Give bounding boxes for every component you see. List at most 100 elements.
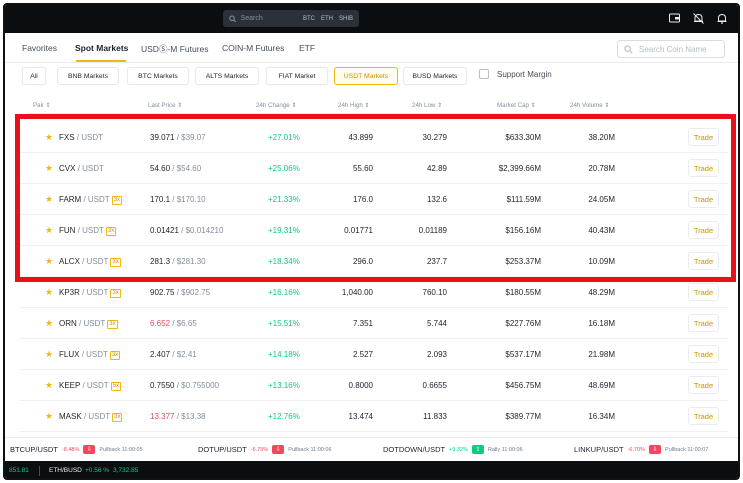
trade-button[interactable]: Trade [688,407,719,425]
trade-button[interactable]: Trade [688,345,719,363]
status-pair[interactable]: ETH/BUSD [49,467,82,474]
trade-button[interactable]: Trade [688,128,719,146]
search-tag-btc[interactable]: BTC [302,15,315,22]
favorite-star-icon[interactable]: ★ [45,349,54,359]
col-24h-low[interactable]: 24h Low ⇕ [412,102,443,109]
last-price: 54.60 [150,164,171,173]
last-price: 39.071 [150,133,175,142]
favorite-star-icon[interactable]: ★ [45,256,54,266]
filter-usdt-markets[interactable]: USDT Markets [334,67,398,85]
col-24h-high[interactable]: 24h High ⇕ [338,102,370,109]
app-window: Search BTC ETH SHIB Favorites Spot Marke… [3,3,740,480]
ticker-change: -6.70% [627,446,646,453]
pair-cell: MASK / USDT 3x [59,412,123,422]
tab-etf[interactable]: ETF [299,43,316,53]
volume-cell: 16.34M [588,412,615,421]
table-row[interactable]: ★ KP3R / USDT 3x 902.75 / $902.75 +16.16% 1,0… [19,277,728,308]
ticker-item[interactable]: DOTDOWN/USDT +9.32% ⇧ Rally 11:00:06 [383,445,523,454]
table-row[interactable]: ★ FUN / USDT 3x 0.01421 / $0.014210 +19.31% 0… [19,215,728,246]
status-divider [39,466,40,476]
pair-quote: / USDT [76,133,104,142]
filter-busd-markets[interactable]: BUSD Markets [403,67,467,85]
status-bar: 851.81 ETH/BUSD +0.56 % 3,732.85 [5,461,738,478]
wallet-icon[interactable] [668,12,680,24]
trade-button[interactable]: Trade [688,159,719,177]
table-row[interactable]: ★ ORN / USDT 3x 6.652 / $6.65 +15.51% 7.351 5.… [19,308,728,339]
coin-search-input[interactable]: Search Coin Name [617,40,725,58]
search-tag-eth[interactable]: ETH [320,15,333,22]
table-row[interactable]: ★ FXS / USDT 39.071 / $39.07 +27.01% 43.899 3… [19,122,728,153]
tab-favorites[interactable]: Favorites [22,43,57,53]
col-24h-change[interactable]: 24h Change ⇕ [256,102,297,109]
last-price: 2.407 [150,350,171,359]
high-cell: 0.01771 [344,226,373,235]
table-row[interactable]: ★ CVX / USDT 54.60 / $54.60 +25.06% 55.60 42.… [19,153,728,184]
tab-spot-markets[interactable]: Spot Markets [75,43,129,53]
notification-icon[interactable] [716,12,728,24]
favorite-star-icon[interactable]: ★ [45,318,54,328]
col-market-cap[interactable]: Market Cap ⇕ [497,102,536,109]
favorite-star-icon[interactable]: ★ [45,163,54,173]
ticker-item[interactable]: DOTUP/USDT -6.75% ⇩ Pullback 11:00:06 [198,445,332,454]
trade-button[interactable]: Trade [688,376,719,394]
low-cell: 30.279 [422,133,447,142]
status-last-price: 3,732.85 [113,467,139,474]
favorite-star-icon[interactable]: ★ [45,411,54,421]
col-pair[interactable]: Pair ⇕ [33,102,51,109]
pair-cell: KP3R / USDT 3x [59,288,121,298]
last-price: 170.1 [150,195,171,204]
support-margin-checkbox[interactable] [479,69,489,79]
table-row[interactable]: ★ KEEP / USDT 5x 0.7550 / $0.755000 +13.16% 0… [19,370,728,401]
ticker-note: Pullback 11:00:06 [288,446,332,453]
table-row[interactable]: ★ FLUX / USDT 3x 2.407 / $2.41 +14.18% 2.527 2… [19,339,728,370]
filter-fiat-market[interactable]: FIAT Market [266,67,328,85]
favorite-star-icon[interactable]: ★ [45,380,54,390]
global-search-placeholder: Search [240,15,263,22]
tab-usdm-futures[interactable]: USDⓈ-M Futures [141,44,209,54]
table-row[interactable]: ★ FARM / USDT 3x 170.1 / $170.10 +21.33% 176.… [19,184,728,215]
col-24h-volume[interactable]: 24h Volume ⇕ [570,102,610,109]
trade-button[interactable]: Trade [688,283,719,301]
table-row[interactable]: ★ MASK / USDT 3x 13.377 / $13.38 +12.76% 13.4… [19,401,728,432]
last-price-cell: 170.1 / $170.10 [150,195,206,204]
favorite-star-icon[interactable]: ★ [45,287,54,297]
trade-button[interactable]: Trade [688,314,719,332]
tab-coinm-futures[interactable]: COIN-M Futures [222,43,285,53]
trade-button[interactable]: Trade [688,252,719,270]
pair-base: FUN [59,226,76,235]
last-price-usd: / $902.75 [176,288,211,297]
table-row[interactable]: ★ ALCX / USDT 3x 281.3 / $281.30 +18.34% 296.… [19,246,728,277]
global-search-box[interactable]: Search BTC ETH SHIB [223,10,359,27]
last-price-cell: 39.071 / $39.07 [150,133,206,142]
active-tab-indicator [76,60,126,62]
last-price: 0.7550 [150,381,175,390]
ticker-pair: LINKUP/USDT [574,445,624,454]
ticker-pair: DOTDOWN/USDT [383,445,446,454]
col-last-price[interactable]: Last Price ⇕ [148,102,183,109]
filter-alts-markets[interactable]: ALTS Markets [195,67,259,85]
filter-all[interactable]: All [22,67,46,85]
last-price-usd: / $6.65 [172,319,197,328]
high-cell: 2.527 [352,350,373,359]
support-margin-toggle[interactable]: Support Margin [479,69,552,79]
ticker-item[interactable]: BTCUP/USDT -8.48% ⇩ Pullback 11:00:05 [10,445,143,454]
ticker-item[interactable]: LINKUP/USDT -6.70% ⇩ Pullback 11:00:07 [574,445,708,454]
last-price-cell: 0.7550 / $0.755000 [150,381,219,390]
search-tag-shib[interactable]: SHIB [338,15,353,22]
trade-button[interactable]: Trade [688,221,719,239]
favorite-star-icon[interactable]: ★ [45,132,54,142]
volume-cell: 16.18M [588,319,615,328]
favorite-star-icon[interactable]: ★ [45,225,54,235]
market-filter-bar: All BNB Markets BTC Markets ALTS Markets… [5,67,738,87]
filter-bnb-markets[interactable]: BNB Markets [57,67,119,85]
filter-btc-markets[interactable]: BTC Markets [127,67,189,85]
ticker-note: Pullback 11:00:07 [665,446,709,453]
trade-button[interactable]: Trade [688,190,719,208]
volume-cell: 20.78M [588,164,615,173]
leverage-badge: 3x [110,289,121,298]
market-cap-cell: $633.30M [505,133,541,142]
favorite-star-icon[interactable]: ★ [45,194,54,204]
high-cell: 13.474 [348,412,373,421]
market-cap-cell: $227.76M [505,319,541,328]
bell-filter-icon[interactable] [692,12,704,24]
